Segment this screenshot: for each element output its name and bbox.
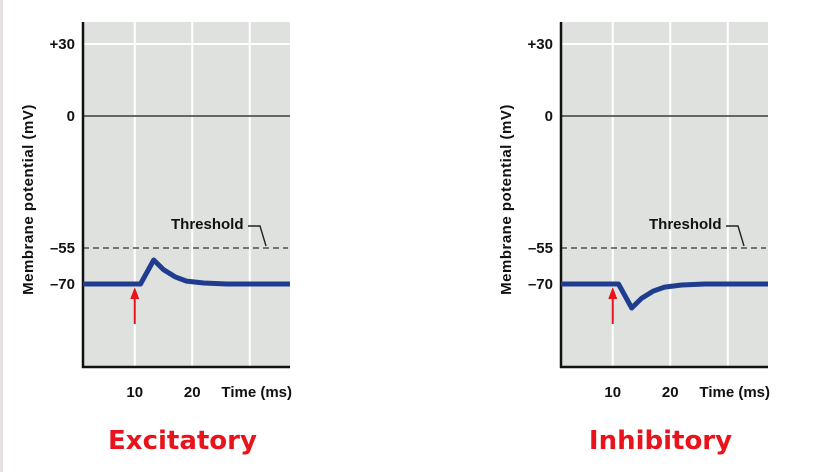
plot-area	[83, 22, 290, 367]
y-tick-label: –70	[50, 276, 75, 293]
y-tick-label: +30	[528, 36, 553, 53]
y-tick-label: +30	[50, 36, 75, 53]
x-tick-label: 10	[604, 384, 621, 401]
threshold-leader	[248, 225, 267, 247]
threshold-label: Threshold	[171, 216, 244, 233]
y-tick-label: –55	[528, 240, 553, 257]
chart-caption: Excitatory	[108, 426, 257, 456]
y-tick-label: –55	[50, 240, 75, 257]
membrane-potential-trace	[83, 257, 290, 287]
membrane-potential-trace	[561, 281, 768, 311]
inhibitory-chart: Threshold +30 0 –55 –70 10 20 Time (ms) Membrane…	[498, 22, 770, 456]
x-tick-label: 10	[126, 384, 143, 401]
y-tick-label: –70	[528, 276, 553, 293]
threshold-label: Threshold	[649, 216, 722, 233]
threshold-leader	[726, 225, 745, 247]
plot-area	[561, 22, 768, 367]
y-axis-label: Membrane potential (mV)	[20, 104, 37, 295]
x-axis-label: Time (ms)	[699, 384, 770, 401]
x-tick-label: 20	[662, 384, 679, 401]
y-tick-label: 0	[67, 108, 75, 125]
stimulus-arrow-icon	[130, 287, 140, 299]
y-axis-label: Membrane potential (mV)	[498, 104, 515, 295]
excitatory-chart: Threshold +30 0 –55 –70 10 20 Time (ms) Membrane…	[20, 22, 292, 456]
x-axis-label: Time (ms)	[221, 384, 292, 401]
stimulus-arrow-icon	[608, 287, 618, 299]
y-tick-label: 0	[545, 108, 553, 125]
chart-caption: Inhibitory	[589, 426, 732, 456]
x-tick-label: 20	[184, 384, 201, 401]
left-border	[0, 0, 3, 472]
